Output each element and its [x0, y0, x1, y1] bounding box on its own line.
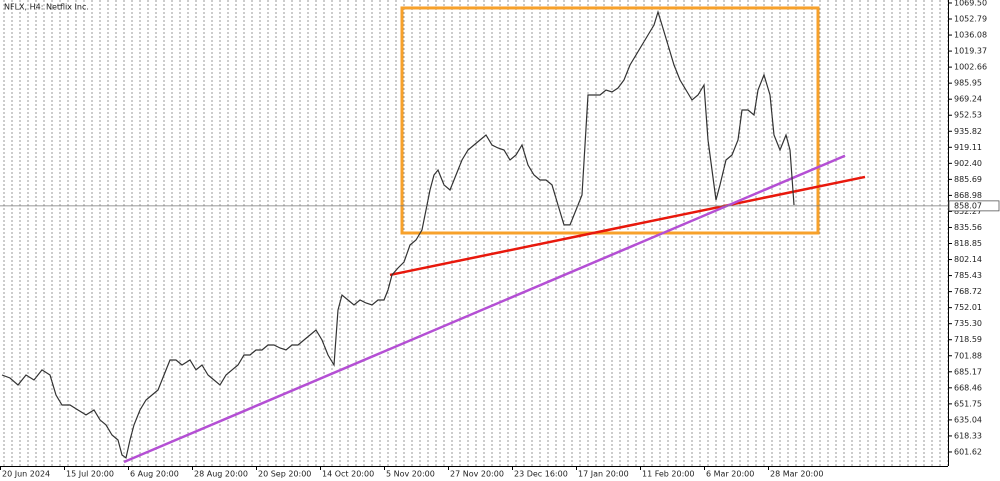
y-tick-label: 601.62: [954, 447, 982, 456]
x-tick-label: 28 Aug 20:00: [194, 470, 248, 479]
y-tick-label: 668.46: [954, 383, 982, 392]
x-tick-label: 14 Oct 20:00: [322, 470, 374, 479]
y-tick-label: 1002.66: [954, 63, 987, 72]
x-tick-label: 17 Jan 20:00: [578, 470, 629, 479]
y-tick-label: 935.82: [954, 127, 982, 136]
y-tick-label: 919.11: [954, 143, 982, 152]
x-tick-label: 5 Nov 20:00: [386, 470, 435, 479]
last-price-box: [948, 200, 1000, 212]
y-tick-label: 701.88: [954, 351, 982, 360]
y-tick-label: 868.98: [954, 191, 982, 200]
y-tick-label: 685.17: [954, 367, 982, 376]
x-tick-label: 27 Nov 20:00: [450, 470, 504, 479]
y-tick-label: 835.56: [954, 223, 982, 232]
y-tick-label: 852.27: [954, 207, 982, 216]
x-tick-label: 6 Mar 20:00: [706, 470, 754, 479]
price-line: [1, 9, 795, 459]
y-tick-label: 635.04: [954, 415, 982, 424]
chart-title: NFLX, H4: Netflix Inc.: [4, 3, 89, 12]
y-tick-label: 651.75: [954, 399, 982, 408]
x-tick-label: 23 Dec 16:00: [514, 470, 568, 479]
y-tick-label: 1052.79: [954, 15, 987, 24]
y-tick-label: 969.24: [954, 95, 982, 104]
x-tick-label: 28 Mar 20:00: [770, 470, 823, 479]
x-tick-label: 20 Sep 20:00: [258, 470, 311, 479]
y-tick-label: 818.85: [954, 239, 982, 248]
last-price-label: 858.07: [954, 201, 982, 210]
trendline: [389, 175, 866, 277]
y-tick-label: 802.14: [954, 255, 982, 264]
highlight-box: [400, 6, 820, 235]
y-tick-label: 718.59: [954, 335, 982, 344]
y-tick-label: 1036.08: [954, 31, 987, 40]
x-tick-label: 11 Feb 20:00: [642, 470, 694, 479]
y-tick-label: 735.30: [954, 319, 982, 328]
trendline: [123, 154, 846, 464]
y-tick-label: 885.69: [954, 175, 982, 184]
y-tick-label: 902.40: [954, 159, 982, 168]
x-tick-label: 20 Jun 2024: [2, 470, 50, 479]
y-tick-label: 985.95: [954, 79, 982, 88]
x-tick-label: 15 Jul 20:00: [66, 470, 114, 479]
y-tick-label: 768.72: [954, 287, 982, 296]
x-tick-label: 6 Aug 20:00: [130, 470, 179, 479]
y-tick-label: 1019.37: [954, 47, 987, 56]
y-tick-label: 952.53: [954, 111, 982, 120]
y-tick-label: 785.43: [954, 271, 982, 280]
y-tick-label: 1069.50: [954, 0, 987, 7]
y-tick-label: 618.33: [954, 431, 982, 440]
y-tick-label: 752.01: [954, 303, 982, 312]
